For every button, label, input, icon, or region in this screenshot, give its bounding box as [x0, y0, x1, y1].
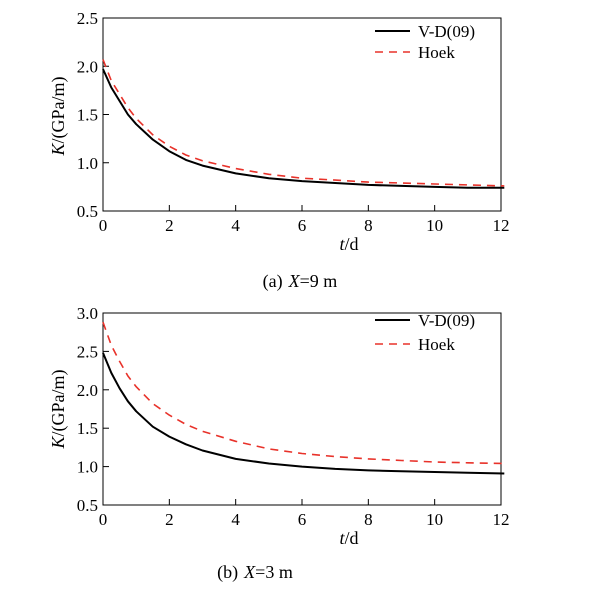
legend-a: V-D(09) Hoek [375, 22, 475, 62]
panel-a: 0.51.01.52.02.5 0 2 4 6 8 10 12 K/(GPa/m) t/d … [48, 9, 510, 292]
y-axis-unit-b: /(GPa/m) [48, 369, 69, 436]
y-axis-var-b: K [48, 436, 68, 450]
series-line-b-1 [102, 321, 505, 465]
xtick-group-b: 0 2 4 6 8 10 12 [99, 499, 510, 529]
legend-b: V-D(09) Hoek [375, 311, 475, 354]
ytick-label-b-5: 3.0 [77, 304, 98, 323]
legend-label-a-1: Hoek [418, 43, 455, 62]
legend-label-a-0: V-D(09) [418, 22, 475, 41]
ytick-group-b: 0.5 1.0 1.5 2.0 2.5 3.0 [77, 304, 109, 515]
xtick-label-a-3: 6 [298, 216, 307, 235]
ytick-label-a-3: 2.0 [77, 57, 98, 76]
caption-prefix-b: (b) [217, 562, 238, 583]
series-line-a-1 [102, 59, 505, 187]
ytick-group-a: 0.5 1.0 1.5 2.0 2.5 [77, 9, 109, 221]
xtick-label-b-6: 12 [493, 510, 510, 529]
xtick-label-a-2: 4 [231, 216, 240, 235]
ytick-label-b-3: 2.0 [77, 381, 98, 400]
xtick-label-a-6: 12 [493, 216, 510, 235]
xtick-label-a-5: 10 [426, 216, 443, 235]
series-line-a-0 [102, 68, 505, 189]
xtick-label-a-4: 8 [364, 216, 373, 235]
caption-prefix-a: (a) [263, 271, 283, 292]
xtick-label-a-1: 2 [165, 216, 174, 235]
ytick-label-a-1: 1.0 [77, 154, 98, 173]
x-axis-var-a: t [339, 234, 345, 254]
ytick-label-b-1: 1.0 [77, 458, 98, 477]
x-axis-unit-b: /d [345, 528, 359, 548]
ytick-label-b-4: 2.5 [77, 342, 98, 361]
ytick-label-a-2: 1.5 [77, 106, 98, 125]
xtick-label-a-0: 0 [99, 216, 108, 235]
xtick-label-b-3: 6 [298, 510, 307, 529]
panel-b: 0.5 1.0 1.5 2.0 2.5 3.0 0 2 4 6 8 10 12 K/(GPa/m) t… [48, 304, 510, 583]
y-axis-unit-a: /(GPa/m) [48, 76, 69, 143]
xtick-group-a: 0 2 4 6 8 10 12 [99, 205, 510, 235]
x-axis-var-b: t [339, 528, 345, 548]
caption-b: (b) X=3 m [217, 562, 293, 583]
ytick-label-a-0: 0.5 [77, 202, 98, 221]
xtick-label-b-0: 0 [99, 510, 108, 529]
y-axis-label-a: K/(GPa/m) [48, 76, 69, 156]
ytick-label-b-2: 1.5 [77, 419, 98, 438]
ytick-label-a-4: 2.5 [77, 9, 98, 28]
series-group-b [102, 321, 505, 475]
xtick-label-b-1: 2 [165, 510, 174, 529]
caption-var-a: X [288, 271, 301, 291]
xtick-label-b-5: 10 [426, 510, 443, 529]
y-axis-var-a: K [48, 143, 68, 157]
caption-value-a: =9 m [300, 271, 338, 291]
series-group-a [102, 59, 505, 189]
caption-var-b: X [243, 562, 256, 582]
caption-value-b: =3 m [255, 562, 293, 582]
series-line-b-0 [102, 352, 505, 475]
caption-a: (a) X=9 m [263, 271, 338, 292]
ytick-label-b-0: 0.5 [77, 496, 98, 515]
x-axis-label-a: t/d [339, 234, 358, 254]
xtick-label-b-2: 4 [231, 510, 240, 529]
x-axis-unit-a: /d [345, 234, 359, 254]
x-axis-label-b: t/d [339, 528, 358, 548]
xtick-label-b-4: 8 [364, 510, 373, 529]
y-axis-label-b: K/(GPa/m) [48, 369, 69, 449]
legend-label-b-1: Hoek [418, 335, 455, 354]
legend-label-b-0: V-D(09) [418, 311, 475, 330]
